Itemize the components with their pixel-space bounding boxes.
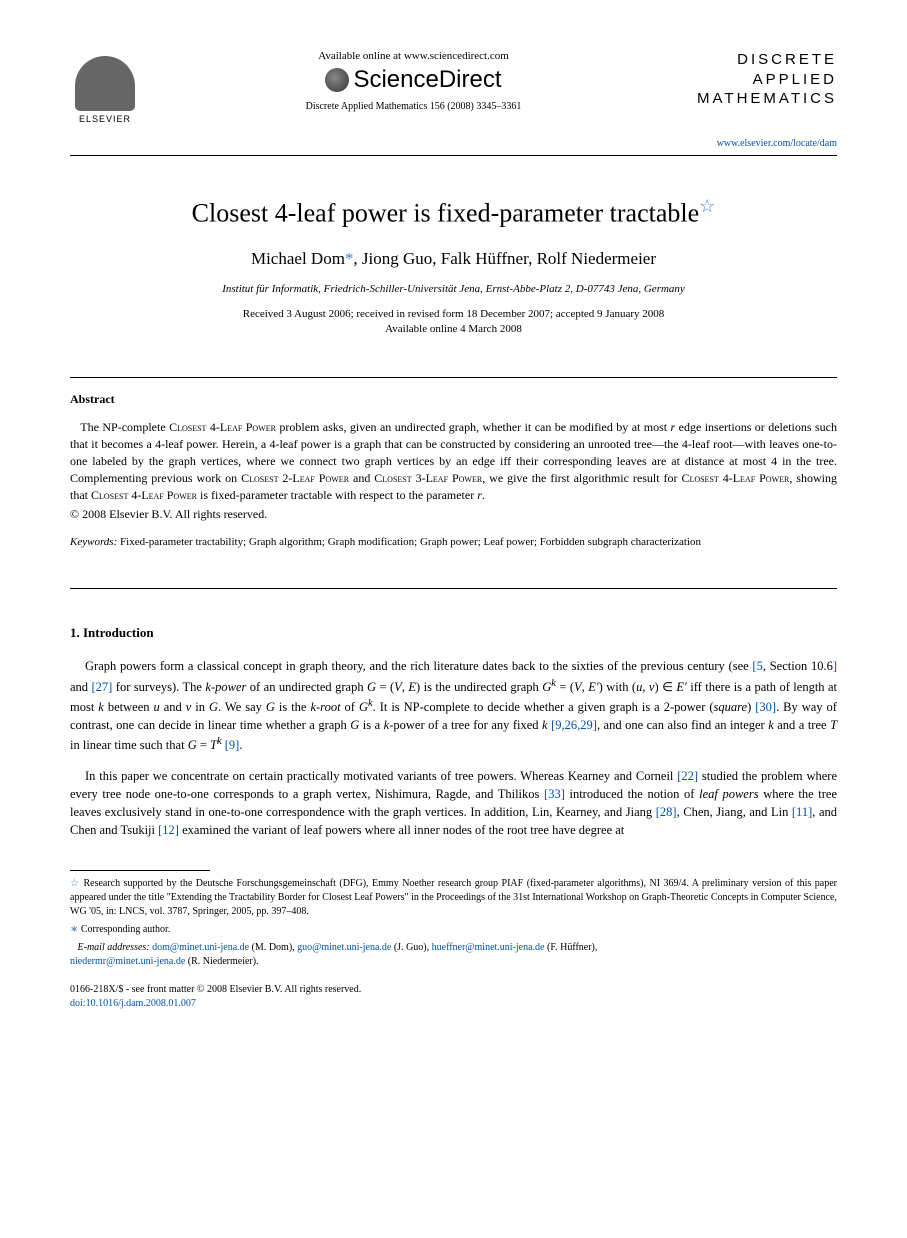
email-name-2: (J. Guo), xyxy=(391,942,431,953)
footnote-funding: ☆ Research supported by the Deutsche For… xyxy=(70,877,837,919)
footnote-separator xyxy=(70,870,210,871)
email-link-1[interactable]: dom@minet.uni-jena.de xyxy=(152,942,249,953)
email-name-1: (M. Dom), xyxy=(249,942,297,953)
header-rule xyxy=(70,155,837,156)
keywords-label: Keywords: xyxy=(70,536,117,548)
journal-url-link[interactable]: www.elsevier.com/locate/dam xyxy=(717,138,837,149)
footnote-star-icon: ☆ xyxy=(70,878,80,889)
sciencedirect-block: Available online at www.sciencedirect.co… xyxy=(140,50,687,114)
footnote-emails: E-mail addresses: dom@minet.uni-jena.de … xyxy=(70,941,837,969)
corresponding-star: * xyxy=(345,249,354,268)
abstract-text: The NP-complete Closest 4-Leaf Power pro… xyxy=(70,419,837,503)
journal-line3: MATHEMATICS xyxy=(687,89,837,109)
journal-line1: DISCRETE xyxy=(687,50,837,70)
journal-link: www.elsevier.com/locate/dam xyxy=(70,138,837,149)
email-link-4[interactable]: niedermr@minet.uni-jena.de xyxy=(70,956,185,967)
elsevier-label: ELSEVIER xyxy=(79,114,131,124)
keywords-line: Keywords: Fixed-parameter tractability; … xyxy=(70,536,837,548)
available-online-text: Available online at www.sciencedirect.co… xyxy=(140,50,687,62)
footnote-corresponding: ∗ Corresponding author. xyxy=(70,923,837,937)
keywords-text: Fixed-parameter tractability; Graph algo… xyxy=(117,536,701,548)
header-row: ELSEVIER Available online at www.science… xyxy=(70,50,837,130)
bottom-info: 0166-218X/$ - see front matter © 2008 El… xyxy=(70,983,837,1011)
sciencedirect-text: ScienceDirect xyxy=(353,66,501,94)
abstract-heading: Abstract xyxy=(70,392,837,407)
sciencedirect-icon xyxy=(325,68,349,92)
intro-para-1: Graph powers form a classical concept in… xyxy=(70,657,837,754)
sciencedirect-logo: ScienceDirect xyxy=(325,66,501,94)
footnote-funding-text: Research supported by the Deutsche Forsc… xyxy=(70,878,837,917)
dates-line2: Available online 4 March 2008 xyxy=(385,323,522,335)
email-name-3: (F. Hüffner), xyxy=(545,942,598,953)
dates-line1: Received 3 August 2006; received in revi… xyxy=(243,308,665,320)
article-title: Closest 4-leaf power is fixed-parameter … xyxy=(70,196,837,229)
email-label: E-mail addresses: xyxy=(78,942,150,953)
section-1-heading: 1. Introduction xyxy=(70,625,837,641)
authors-line: Michael Dom*, Jiong Guo, Falk Hüffner, R… xyxy=(70,249,837,269)
title-text: Closest 4-leaf power is fixed-parameter … xyxy=(192,199,700,228)
doi-line: doi:10.1016/j.dam.2008.01.007 xyxy=(70,997,837,1011)
issn-line: 0166-218X/$ - see front matter © 2008 El… xyxy=(70,983,837,997)
email-link-3[interactable]: hueffner@minet.uni-jena.de xyxy=(432,942,545,953)
journal-name-block: DISCRETE APPLIED MATHEMATICS xyxy=(687,50,837,109)
journal-line2: APPLIED xyxy=(687,70,837,90)
title-footnote-star: ☆ xyxy=(699,196,715,216)
elsevier-logo: ELSEVIER xyxy=(70,50,140,130)
citation-line: Discrete Applied Mathematics 156 (2008) … xyxy=(140,101,687,112)
dates-block: Received 3 August 2006; received in revi… xyxy=(70,307,837,338)
doi-link[interactable]: doi:10.1016/j.dam.2008.01.007 xyxy=(70,998,196,1009)
email-name-4: (R. Niedermeier). xyxy=(185,956,258,967)
page-container: ELSEVIER Available online at www.science… xyxy=(0,0,907,1051)
email-link-2[interactable]: guo@minet.uni-jena.de xyxy=(297,942,391,953)
footnote-corr-star-icon: ∗ xyxy=(70,924,78,935)
intro-para-2: In this paper we concentrate on certain … xyxy=(70,767,837,840)
elsevier-tree-icon xyxy=(75,56,135,111)
affiliation: Institut für Informatik, Friedrich-Schil… xyxy=(70,283,837,295)
abstract-copyright: © 2008 Elsevier B.V. All rights reserved… xyxy=(70,507,837,522)
